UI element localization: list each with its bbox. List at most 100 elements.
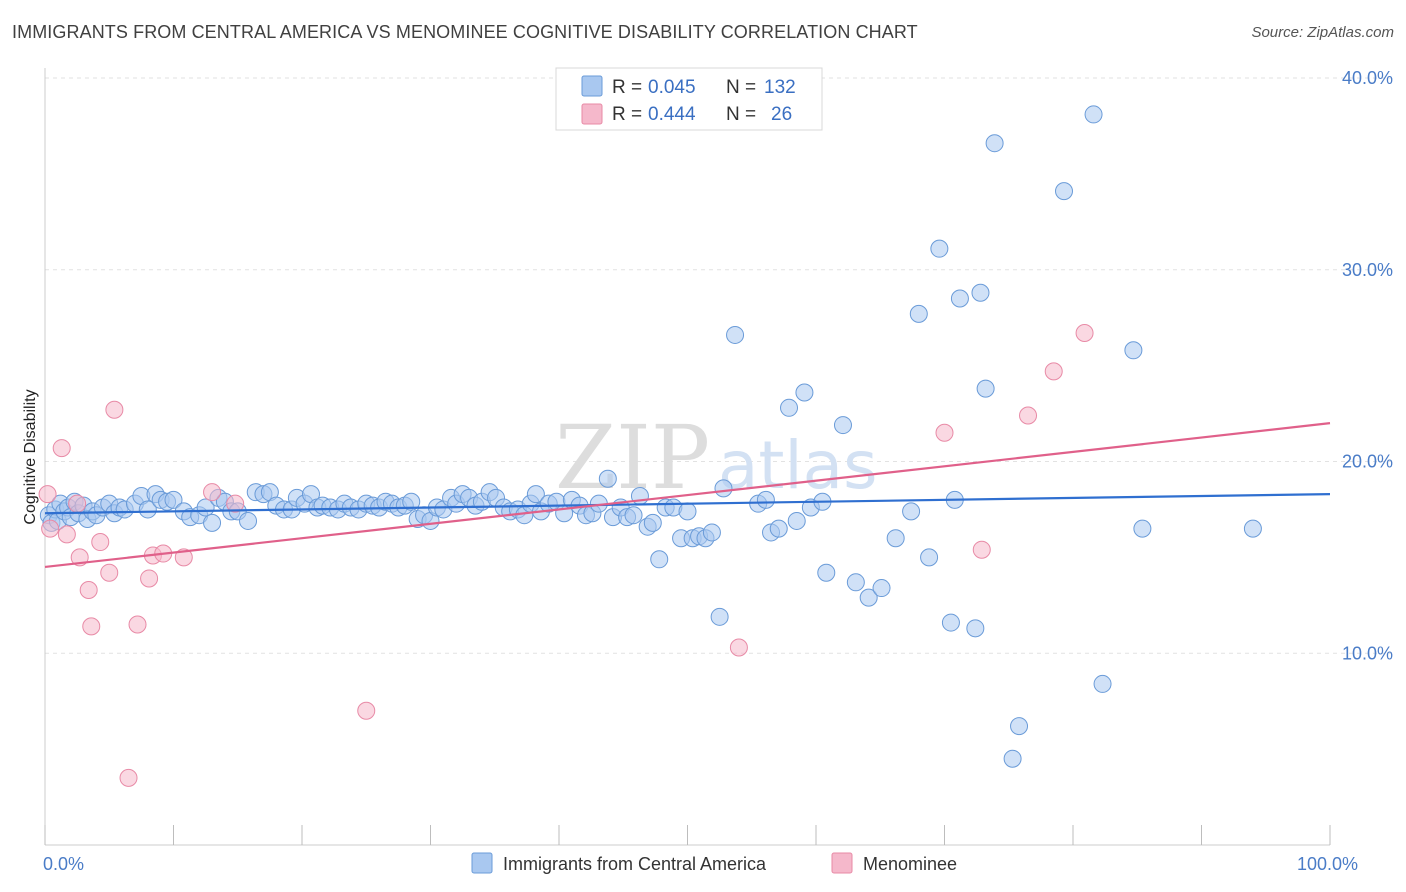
point-central-america — [1243, 519, 1262, 538]
point-central-america — [966, 619, 985, 638]
legend-r-value: 0.444 — [648, 104, 696, 125]
point-central-america — [971, 283, 990, 302]
bottom-legend-label: Menominee — [863, 854, 957, 874]
point-central-america — [859, 588, 878, 607]
y-tick-label: 10.0% — [1342, 643, 1393, 663]
point-menominee — [38, 485, 57, 504]
legend-n-value: 132 — [764, 77, 796, 98]
point-central-america — [950, 289, 969, 308]
point-central-america — [920, 548, 939, 567]
bottom-legend-label: Immigrants from Central America — [503, 854, 767, 874]
point-central-america — [203, 513, 222, 532]
point-central-america — [714, 479, 733, 498]
point-menominee — [729, 638, 748, 657]
stats-legend: R = 0.045 N = 132 R = 0.444 N = 26 — [555, 67, 823, 131]
point-central-america — [985, 134, 1004, 153]
point-central-america — [833, 416, 852, 435]
point-central-america — [1010, 717, 1029, 736]
y-tick-label: 30.0% — [1342, 260, 1393, 280]
chart-title: IMMIGRANTS FROM CENTRAL AMERICA VS MENOM… — [12, 22, 918, 42]
point-central-america — [787, 511, 806, 530]
grid — [45, 77, 1392, 654]
point-menominee — [357, 701, 376, 720]
trend-lines — [44, 422, 1331, 569]
point-central-america — [769, 519, 788, 538]
point-menominee — [1019, 406, 1038, 425]
point-menominee — [68, 494, 87, 513]
point-menominee — [174, 548, 193, 567]
point-menominee — [57, 525, 76, 544]
x-tick-label: 100.0% — [1297, 854, 1358, 874]
point-menominee — [226, 494, 245, 513]
point-menominee — [100, 563, 119, 582]
point-central-america — [795, 383, 814, 402]
point-central-america — [941, 613, 960, 632]
point-central-america — [846, 573, 865, 592]
source-label: Source: ZipAtlas.com — [1251, 24, 1394, 41]
point-central-america — [902, 502, 921, 521]
legend-swatch-pink — [581, 103, 603, 125]
y-tick-label: 40.0% — [1342, 68, 1393, 88]
point-menominee — [91, 533, 110, 552]
point-menominee — [52, 439, 71, 458]
watermark: ZIP atlas — [555, 406, 878, 509]
trend-line-menominee — [44, 422, 1331, 569]
bottom-legend: Immigrants from Central America Menomine… — [471, 852, 957, 874]
point-central-america — [872, 579, 891, 598]
point-central-america — [886, 529, 905, 548]
point-central-america — [1093, 674, 1112, 693]
legend-r-value: 0.045 — [648, 77, 696, 98]
tick-labels: 10.0% 20.0% 30.0% 40.0% 0.0% 100.0% — [43, 68, 1393, 874]
point-central-america — [239, 511, 258, 530]
point-central-america — [909, 304, 928, 323]
x-tick-label: 0.0% — [43, 854, 84, 874]
point-menominee — [79, 580, 98, 599]
legend-r-label: R = — [612, 77, 642, 98]
point-central-america — [624, 506, 643, 525]
watermark-atlas: atlas — [718, 427, 878, 504]
data-points — [38, 105, 1262, 787]
point-central-america — [526, 485, 545, 504]
point-menominee — [82, 617, 101, 636]
point-central-america — [702, 523, 721, 542]
point-menominee — [119, 768, 138, 787]
point-menominee — [140, 569, 159, 588]
point-central-america — [930, 239, 949, 258]
point-central-america — [138, 500, 157, 519]
point-menominee — [1044, 362, 1063, 381]
point-central-america — [164, 490, 183, 509]
point-central-america — [1133, 519, 1152, 538]
point-central-america — [780, 398, 799, 417]
point-central-america — [598, 469, 617, 488]
point-central-america — [726, 325, 745, 344]
point-central-america — [817, 563, 836, 582]
point-menominee — [128, 615, 147, 634]
point-central-america — [756, 490, 775, 509]
point-central-america — [1003, 749, 1022, 768]
point-central-america — [643, 513, 662, 532]
point-central-america — [1084, 105, 1103, 124]
bottom-legend-swatch-blue — [471, 852, 493, 874]
legend-n-label: N = — [726, 104, 756, 125]
point-central-america — [402, 492, 421, 511]
point-menominee — [41, 519, 60, 538]
point-menominee — [935, 423, 954, 442]
axes — [44, 68, 1331, 846]
y-tick-label: 20.0% — [1342, 452, 1393, 472]
point-central-america — [678, 502, 697, 521]
point-menominee — [972, 540, 991, 559]
legend-r-label: R = — [612, 104, 642, 125]
trend-line-central-america — [44, 492, 1331, 515]
legend-swatch-blue — [581, 75, 603, 97]
legend-n-label: N = — [726, 77, 756, 98]
point-central-america — [710, 607, 729, 626]
point-menominee — [1075, 324, 1094, 343]
point-central-america — [1055, 182, 1074, 201]
point-central-america — [1124, 341, 1143, 360]
legend-n-value: 26 — [771, 104, 792, 125]
y-axis-label: Cognitive Disability — [22, 389, 39, 524]
point-menominee — [105, 400, 124, 419]
bottom-legend-swatch-pink — [831, 852, 853, 874]
point-central-america — [976, 379, 995, 398]
